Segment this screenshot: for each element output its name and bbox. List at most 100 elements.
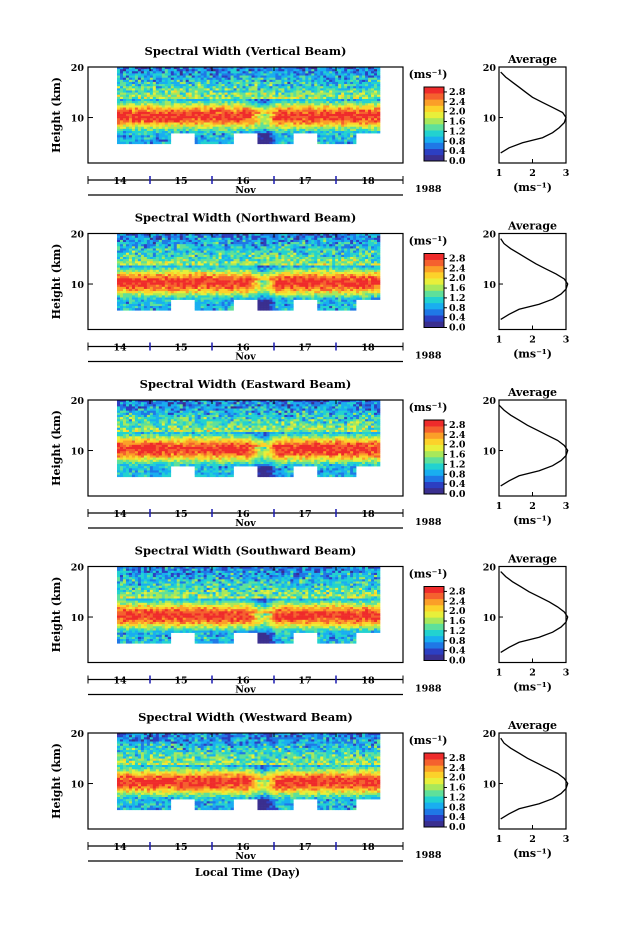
heatmap-cell (356, 116, 360, 119)
heatmap-cell (152, 109, 157, 113)
heatmap-cell (260, 276, 264, 279)
heatmap-cell (323, 77, 327, 81)
heatmap-cell (152, 297, 157, 300)
heatmap-cell (248, 101, 252, 104)
heatmap-cell (152, 308, 157, 311)
heatmap-cell (194, 133, 198, 136)
heatmap-cell (158, 128, 163, 132)
heatmap-cell (197, 133, 201, 136)
heatmap-cell (362, 124, 366, 128)
heatmap-cell (308, 103, 312, 106)
heatmap-cell (152, 248, 157, 251)
heatmap-cell (155, 293, 160, 296)
heatmap-cell (203, 69, 207, 72)
heatmap-cell (164, 73, 169, 76)
heatmap-cell (170, 128, 175, 132)
heatmap-cell (272, 79, 276, 83)
heatmap-cell (179, 88, 184, 91)
heatmap-cell (146, 259, 151, 262)
heatmap-cell (197, 101, 201, 104)
heatmap-cell (374, 116, 378, 119)
heatmap-cell (272, 96, 276, 100)
heatmap-cell (137, 242, 142, 245)
heatmap-cell (248, 256, 252, 260)
heatmap-cell (185, 120, 190, 123)
heatmap-cell (320, 94, 324, 98)
heatmap-cell (299, 69, 303, 72)
heatmap-cell (200, 274, 204, 277)
heatmap-cell (119, 244, 124, 247)
heatmap-cell (197, 259, 201, 262)
heatmap-cell (215, 237, 219, 241)
heatmap-cell (290, 88, 294, 91)
heatmap-cell (212, 303, 216, 307)
heatmap-cell (239, 233, 243, 236)
heatmap-cell (152, 113, 157, 117)
heatmap-cell (311, 131, 315, 134)
heatmap-cell (347, 69, 351, 72)
heatmap-cell (236, 237, 240, 241)
heatmap-cell (230, 259, 234, 262)
heatmap-cell (221, 252, 225, 256)
heatmap-cell (179, 259, 184, 262)
heatmap-cell (224, 126, 228, 130)
heatmap-cell (266, 259, 270, 262)
heatmap-cell (137, 254, 142, 258)
heatmap-cell (134, 274, 139, 277)
heatmap-cell (173, 131, 178, 134)
heatmap-cell (302, 67, 306, 70)
heatmap-cell (335, 86, 339, 89)
heatmap-cell (311, 73, 315, 76)
heatmap-cell (182, 276, 187, 279)
heatmap-cell (227, 113, 231, 117)
heatmap-cell (152, 235, 157, 239)
heatmap-cell (350, 84, 354, 87)
heatmap-cell (335, 96, 339, 100)
heatmap-cell (275, 75, 279, 78)
heatmap-cell (329, 84, 333, 87)
heatmap-cell (311, 94, 315, 98)
heatmap-cell (218, 299, 222, 303)
heatmap-cell (266, 269, 270, 273)
heatmap-cell (272, 84, 276, 87)
heatmap-cell (140, 71, 145, 74)
heatmap-cell (332, 126, 336, 130)
heatmap-cell (128, 235, 133, 239)
heatmap-cell (200, 242, 204, 245)
heatmap-cell (296, 124, 300, 128)
heatmap-cell (272, 306, 276, 309)
heatmap-cell (158, 276, 163, 279)
heatmap-cell (134, 284, 139, 288)
heatmap-cell (122, 293, 127, 296)
heatmap-cell (329, 81, 333, 85)
heatmap-cell (377, 109, 381, 113)
heatmap-cell (263, 137, 267, 140)
heatmap-cell (266, 280, 270, 283)
heatmap-cell (117, 301, 121, 305)
heatmap-cell (122, 133, 127, 136)
heatmap-cell (155, 261, 160, 264)
heatmap-cell (173, 103, 178, 106)
heatmap-cell (170, 99, 175, 102)
heatmap-cell (209, 271, 213, 275)
heatmap-cell (191, 116, 196, 119)
heatmap-cell (239, 235, 243, 239)
heatmap-cell (209, 79, 213, 83)
heatmap-cell (137, 67, 142, 70)
heatmap-cell (266, 69, 270, 72)
heatmap-cell (167, 303, 172, 307)
heatmap-cell (233, 75, 237, 78)
heatmap-cell (317, 111, 321, 115)
heatmap-cell (164, 254, 169, 258)
heatmap-cell (326, 99, 330, 102)
colorbar-swatch (424, 93, 444, 100)
heatmap-cell (245, 269, 249, 273)
heatmap-cell (338, 111, 342, 115)
heatmap-cell (122, 263, 127, 266)
heatmap-cell (323, 116, 327, 119)
heatmap-cell (117, 233, 121, 236)
heatmap-cell (242, 111, 246, 115)
heatmap-cell (326, 73, 330, 76)
heatmap-cell (134, 128, 139, 132)
heatmap-cell (311, 120, 315, 123)
